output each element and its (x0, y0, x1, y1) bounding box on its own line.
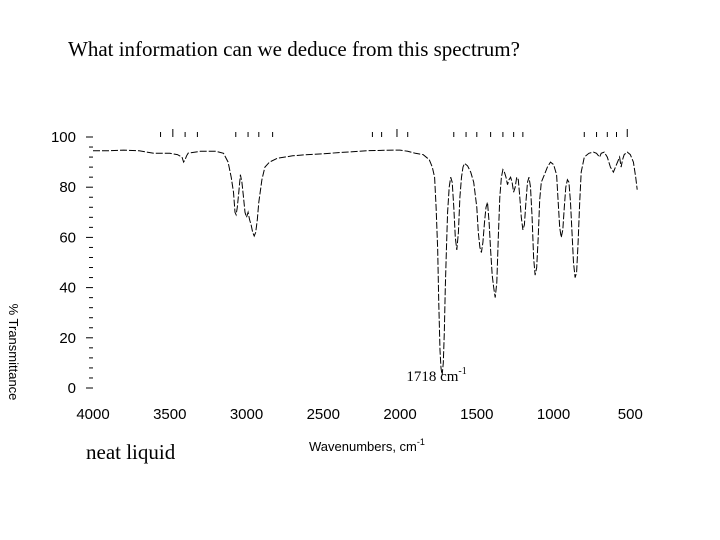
x-tick-label-1000: 1000 (537, 406, 570, 423)
y-tick-label-20: 20 (59, 330, 76, 347)
y-tick-label-0: 0 (68, 380, 76, 397)
x-tick-label-500: 500 (618, 406, 643, 423)
y-axis: 0 20 40 60 80 100 (51, 129, 93, 397)
y-tick-label-80: 80 (59, 179, 76, 196)
x-tick-label-3500: 3500 (153, 406, 186, 423)
x-axis: 4000 3500 3000 2500 2000 1500 1000 500 (76, 406, 643, 423)
y-tick-label-40: 40 (59, 280, 76, 297)
x-axis-title: Wavenumbers, cm-1 (309, 437, 425, 454)
x-tick-label-2000: 2000 (383, 406, 416, 423)
sample-note: neat liquid (86, 440, 176, 464)
y-tick-label-100: 100 (51, 129, 76, 146)
x-tick-label-1500: 1500 (460, 406, 493, 423)
x-tick-label-4000: 4000 (76, 406, 109, 423)
question-text: What information can we deduce from this… (68, 37, 520, 61)
y-tick-label-60: 60 (59, 229, 76, 246)
peak-annotation-1718: 1718 cm-1 (406, 366, 466, 385)
x-tick-label-3000: 3000 (230, 406, 263, 423)
y-axis-title: % Transmittance (6, 304, 21, 401)
top-peak-marks (160, 129, 628, 137)
x-tick-label-2500: 2500 (307, 406, 340, 423)
spectrum-series-line (93, 149, 638, 376)
